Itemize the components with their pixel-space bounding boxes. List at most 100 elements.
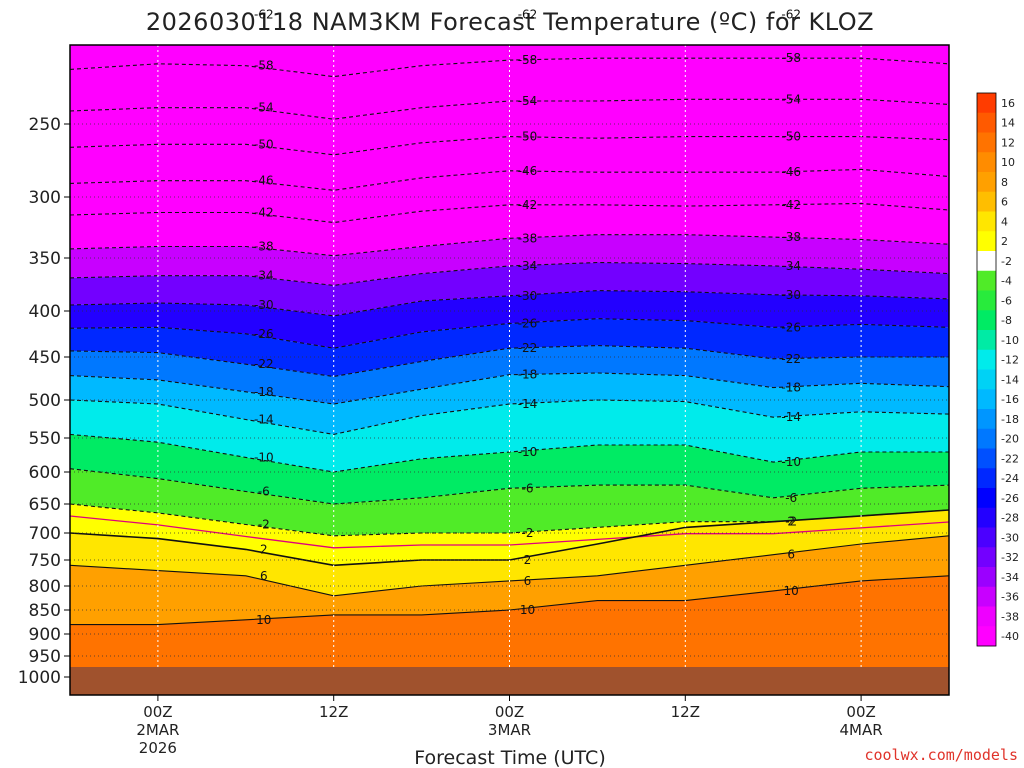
temperature-band — [70, 504, 949, 566]
isotherm-label: -10 — [518, 445, 538, 459]
colorbar-label: -22 — [1001, 452, 1019, 465]
isotherm-label: -46 — [518, 164, 538, 178]
colorbar-label: -40 — [1001, 630, 1019, 643]
isotherm-label: -18 — [781, 381, 801, 395]
x-tick-label: 2MAR — [136, 721, 179, 739]
colorbar-label: -2 — [1001, 255, 1012, 268]
colorbar-label: -10 — [1001, 334, 1019, 347]
colorbar-label: -30 — [1001, 531, 1019, 544]
y-tick-label: 650 — [29, 495, 61, 515]
colorbar-swatch — [977, 251, 996, 272]
temperature-band — [70, 45, 949, 77]
colorbar-label: -12 — [1001, 354, 1019, 367]
isotherm-label: -50 — [518, 130, 538, 144]
isotherm-label: -18 — [518, 368, 538, 382]
isotherm-label: -6 — [785, 491, 797, 505]
temperature-band — [70, 262, 949, 316]
isotherm-label: 10 — [784, 584, 799, 598]
colorbar-label: -32 — [1001, 551, 1019, 564]
isotherm-label: -34 — [781, 259, 801, 273]
isotherm-label: -42 — [254, 206, 274, 220]
x-tick-label: 4MAR — [840, 721, 883, 739]
isotherm-label: -30 — [781, 288, 801, 302]
isotherm-line — [70, 202, 949, 224]
isotherm-label: -34 — [254, 269, 274, 283]
y-tick-label: 500 — [29, 391, 61, 411]
colorbar-swatch — [977, 409, 996, 430]
colorbar-label: 8 — [1001, 176, 1008, 189]
x-tick-label: 00Z — [143, 703, 172, 721]
temperature-band — [70, 58, 949, 120]
colorbar-swatch — [977, 468, 996, 489]
colorbar-label: -34 — [1001, 571, 1019, 584]
colorbar-swatch — [977, 270, 996, 291]
isotherm-label: -46 — [254, 174, 274, 188]
y-tick-label: 850 — [29, 601, 61, 621]
colorbar-swatch — [977, 290, 996, 311]
y-tick-label: 750 — [29, 551, 61, 571]
colorbar-swatch — [977, 93, 996, 114]
colorbar-label: -28 — [1001, 512, 1019, 525]
y-tick-label: 950 — [29, 647, 61, 667]
isotherm-label: -30 — [518, 289, 538, 303]
colorbar-swatch — [977, 448, 996, 469]
isotherm-label: -62 — [781, 8, 801, 22]
colorbar-swatch — [977, 330, 996, 351]
isotherm-label: -58 — [781, 51, 801, 65]
colorbar-swatch — [977, 349, 996, 370]
isotherm-label: -18 — [254, 385, 274, 399]
colorbar-swatch — [977, 507, 996, 528]
isotherm-label: -14 — [518, 397, 538, 411]
isotherm-label: -42 — [518, 198, 538, 212]
y-tick-label: 350 — [29, 249, 61, 269]
isotherm-label: -34 — [518, 259, 538, 273]
isotherm-label: -6 — [522, 481, 534, 495]
y-tick-label: 1000 — [18, 668, 61, 688]
isotherm-label: 10 — [256, 613, 271, 627]
x-tick-label: 00Z — [495, 703, 524, 721]
colorbar-label: -6 — [1001, 294, 1012, 307]
y-tick-label: 700 — [29, 524, 61, 544]
isotherm-label: -22 — [781, 352, 801, 366]
isotherm-label: -2 — [258, 518, 270, 532]
colorbar-label: -36 — [1001, 591, 1019, 604]
x-tick-label: 00Z — [846, 703, 875, 721]
y-tick-label: 900 — [29, 625, 61, 645]
isotherm-labels: -62 -62 -62-58 -58 -58-54 -54 -54-50-50 -50-46-… — [254, 8, 801, 627]
colorbar-swatch — [977, 191, 996, 212]
colorbar-swatch — [977, 567, 996, 588]
colorbar-swatch — [977, 547, 996, 568]
isotherm-label: -10 — [781, 455, 801, 469]
y-tick-label: 300 — [29, 188, 61, 208]
isotherm-label: -26 — [254, 327, 274, 341]
isotherm-label: -38 — [518, 231, 538, 245]
isotherm-label: -54 — [254, 101, 274, 115]
colorbar-label: -20 — [1001, 433, 1019, 446]
temperature-band — [70, 434, 949, 504]
isotherm-label: 6 — [260, 569, 268, 583]
x-tick-label: 12Z — [319, 703, 348, 721]
colorbar-label: -16 — [1001, 393, 1019, 406]
isotherm-line — [70, 503, 949, 537]
isotherm-label: -58 — [254, 59, 274, 73]
isotherm-label: -62 — [254, 8, 274, 22]
colorbar-label: 10 — [1001, 156, 1015, 169]
temperature-band — [70, 510, 949, 596]
isotherm-label: -50 — [254, 137, 274, 151]
x-tick-label: 3MAR — [488, 721, 531, 739]
temperature-band — [70, 535, 949, 625]
isotherm-label: -26 — [781, 320, 801, 334]
x-axis-label: Forecast Time (UTC) — [414, 747, 605, 768]
isotherm-label: -26 — [518, 317, 538, 331]
colorbar-swatch — [977, 231, 996, 252]
isotherm-label: 6 — [787, 548, 795, 562]
colorbar-label: 14 — [1001, 117, 1015, 130]
isotherm-label: -54 — [781, 92, 801, 106]
isotherm-label: 2 — [787, 515, 795, 529]
isotherm-label: -58 — [518, 53, 538, 67]
y-tick-label: 600 — [29, 463, 61, 483]
isotherm-line — [70, 345, 949, 378]
colorbar-swatch — [977, 586, 996, 607]
isotherm-label: -38 — [254, 240, 274, 254]
